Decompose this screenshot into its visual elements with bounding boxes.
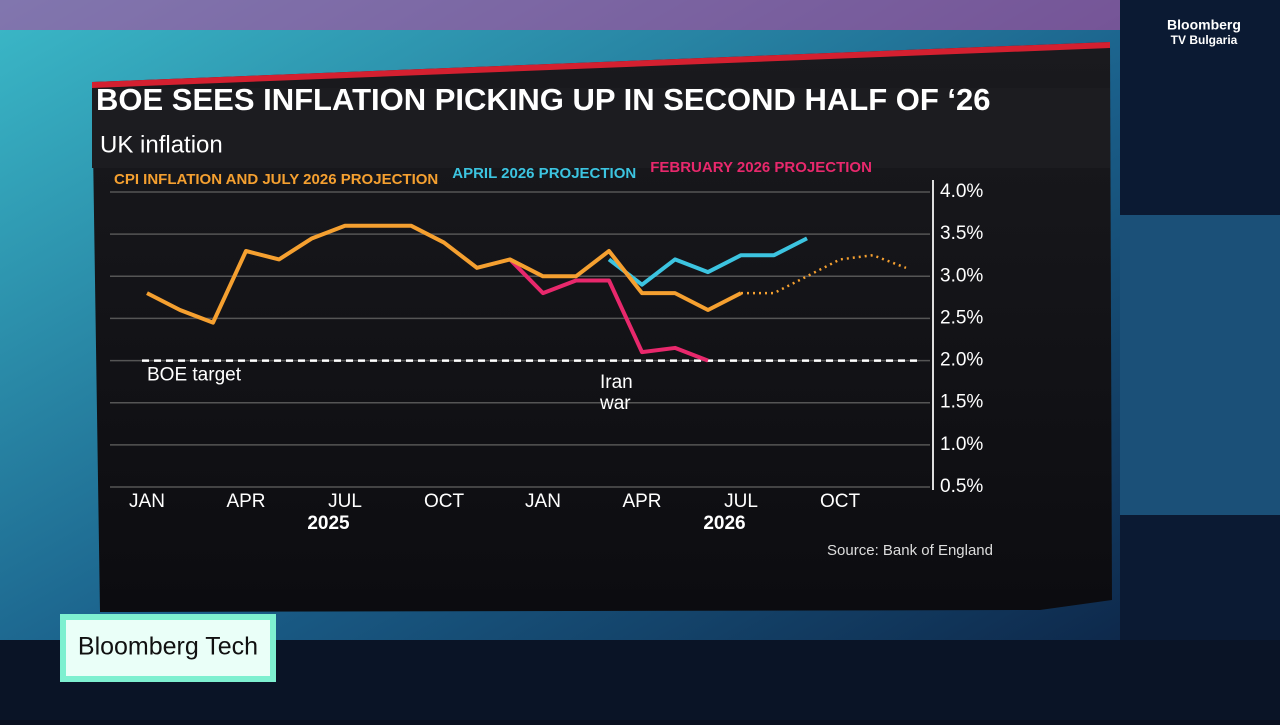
x-tick-label: OCT (820, 491, 861, 512)
show-name: Bloomberg Tech (78, 633, 258, 661)
series-line (607, 236, 808, 287)
title-bar (92, 88, 1110, 168)
legend-entry: CPI INFLATION AND JULY 2026 PROJECTION (114, 171, 438, 188)
y-tick-label: 3.5% (940, 223, 983, 244)
y-tick-label: 0.5% (940, 476, 983, 497)
x-tick-label: OCT (424, 491, 465, 512)
chart-subtitle: UK inflation (100, 131, 223, 158)
x-tick-label: JAN (525, 491, 561, 512)
y-tick-label: 2.0% (940, 350, 983, 371)
show-badge-inner (66, 620, 270, 676)
channel-logo: TV Bulgaria (1171, 33, 1238, 47)
x-tick-label: JAN (129, 491, 165, 512)
chart-panel (92, 42, 1112, 612)
annotation: Iran (600, 372, 633, 393)
studio-light (0, 0, 1280, 30)
year-label: 2026 (703, 513, 745, 534)
source: Source: Bank of England (827, 542, 993, 559)
studio-screen (1120, 215, 1280, 515)
x-tick-label: JUL (328, 491, 362, 512)
year-label: 2025 (307, 513, 350, 534)
y-tick-label: 1.0% (940, 434, 983, 455)
x-tick-label: APR (226, 491, 265, 512)
series-line (508, 258, 709, 363)
y-tick-label: 2.5% (940, 307, 983, 328)
x-tick-label: APR (622, 491, 661, 512)
series-line (146, 223, 742, 325)
y-tick-label: 4.0% (940, 181, 983, 202)
channel-logo: Bloomberg (1167, 17, 1241, 33)
annotation: war (599, 393, 631, 414)
target-label: BOE target (147, 365, 242, 386)
y-tick-label: 3.0% (940, 265, 983, 286)
legend-entry: APRIL 2026 PROJECTION (452, 165, 636, 182)
title-rule (92, 42, 1110, 88)
y-tick-label: 1.5% (940, 392, 983, 413)
legend-entry: FEBRUARY 2026 PROJECTION (650, 159, 872, 176)
x-tick-label: JUL (724, 491, 758, 512)
chart-title: BOE SEES INFLATION PICKING UP IN SECOND … (96, 82, 991, 117)
